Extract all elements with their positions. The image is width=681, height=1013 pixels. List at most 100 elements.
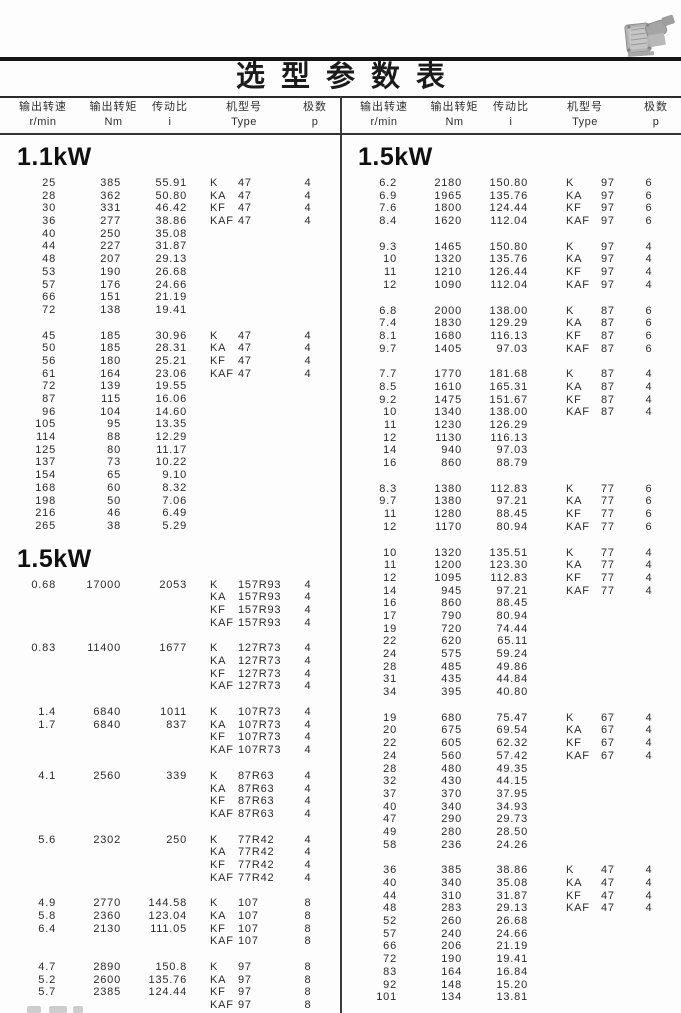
table-row: 11 1200 123.30 KA 77 4 xyxy=(341,559,681,572)
cell-type: KAF 77 xyxy=(528,585,635,598)
table-row: 265 38 5.29 xyxy=(0,520,340,533)
type-number: 87R63 xyxy=(238,795,275,808)
cell-ratio: 13.81 xyxy=(496,991,528,1004)
cell-output-speed: 25 xyxy=(42,177,56,189)
type-prefix xyxy=(566,928,601,941)
cell-output-speed: 36 xyxy=(42,215,56,228)
cell-poles xyxy=(635,788,679,801)
type-prefix xyxy=(566,826,601,839)
cell-type xyxy=(528,648,635,661)
cell-type xyxy=(528,928,635,941)
cell-output-speed: 19 xyxy=(383,622,397,635)
cell-output-torque: 560 xyxy=(441,749,462,762)
cell-poles: 4 xyxy=(304,342,312,355)
cell-ratio: 144.58 xyxy=(148,897,187,910)
cell-ratio: 26.68 xyxy=(496,915,528,928)
cell-ratio: 181.68 xyxy=(489,368,528,381)
cell-output-torque xyxy=(56,872,121,885)
type-prefix xyxy=(210,482,238,495)
cell-type: KAF 127R73 xyxy=(187,680,294,693)
table-row: 1.7 6840 837 KA 107R73 4 xyxy=(0,719,340,732)
cell-ratio: 40.80 xyxy=(496,686,528,699)
table-row: 92 148 15.20 xyxy=(341,979,681,992)
cell-poles xyxy=(635,610,679,623)
type-number: 77 xyxy=(601,508,615,521)
cell-output-torque: 2360 xyxy=(93,910,121,922)
type-prefix: KAF xyxy=(566,902,590,915)
type-prefix xyxy=(566,444,601,457)
type-prefix xyxy=(210,495,238,508)
type-prefix xyxy=(566,763,601,776)
cell-type: KF 87R63 xyxy=(187,795,294,808)
column-header-label: 极数 xyxy=(644,101,668,113)
column-header-unit: r/min xyxy=(29,116,57,128)
type-number: 97 xyxy=(601,278,615,291)
type-prefix xyxy=(210,228,238,241)
type-number: 47 xyxy=(238,329,252,342)
cell-ratio: 26.68 xyxy=(155,265,187,278)
cell-ratio: 165.31 xyxy=(489,380,528,393)
cell-poles: 8 xyxy=(304,922,312,935)
cell-ratio: 6.49 xyxy=(162,507,187,520)
cell-ratio: 126.29 xyxy=(489,419,528,431)
cell-output-speed: 11 xyxy=(383,559,397,572)
table-row: 216 46 6.49 xyxy=(0,507,340,520)
cell-output-torque: 180 xyxy=(100,354,121,367)
table-row: 25 385 55.91 K 47 4 xyxy=(0,177,340,190)
cell-type: KAF 87R63 xyxy=(187,808,294,821)
cell-ratio: 138.00 xyxy=(489,304,528,317)
type-number: 97 xyxy=(238,973,252,986)
table-row: 72 138 19.41 xyxy=(0,304,340,317)
cell-output-torque: 362 xyxy=(100,189,121,202)
cell-type: KA 47 xyxy=(187,342,294,355)
cell-output-torque xyxy=(56,744,121,757)
cell-poles: 4 xyxy=(304,769,312,782)
cell-ratio: 30.96 xyxy=(155,329,187,342)
cell-poles: 4 xyxy=(304,680,312,693)
row-group: 36 385 38.86 K 47 4 40 340 35.08 KA 47 4 44 310 31.87 K… xyxy=(341,864,681,1004)
column-header-unit: Type xyxy=(231,116,257,128)
cell-ratio xyxy=(121,604,187,617)
cell-output-torque: 2180 xyxy=(434,177,462,189)
cell-poles xyxy=(635,915,679,928)
cell-output-speed: 125 xyxy=(35,443,56,456)
cell-type: K 77 xyxy=(528,547,635,560)
cell-type: K 87 xyxy=(528,368,635,381)
column-header: 机型号 Type xyxy=(199,100,289,130)
cell-type xyxy=(187,393,294,406)
table-row: 66 206 21.19 xyxy=(341,940,681,953)
cell-type: KAF 87 xyxy=(528,343,635,356)
type-number: 97 xyxy=(601,189,615,202)
cell-output-torque: 1090 xyxy=(434,278,462,291)
cell-output-torque: 1200 xyxy=(434,559,462,572)
type-number: 87 xyxy=(601,393,615,406)
cell-ratio: 250 xyxy=(166,833,187,846)
cell-output-speed: 28 xyxy=(383,660,397,673)
table-row: 61 164 23.06 KAF 47 4 xyxy=(0,368,340,381)
type-number: 127R73 xyxy=(238,642,282,655)
cell-output-speed: 87 xyxy=(42,393,56,405)
cell-type xyxy=(187,418,294,431)
cell-output-speed: 92 xyxy=(383,978,397,991)
type-number: 77 xyxy=(601,495,615,508)
cell-output-speed: 11 xyxy=(383,419,397,431)
cell-poles xyxy=(635,686,679,699)
table-row: KAF 97 8 xyxy=(0,999,340,1012)
type-prefix: KAF xyxy=(210,935,234,948)
cell-output-speed: 9.7 xyxy=(379,495,397,508)
cell-output-torque xyxy=(56,846,121,859)
cell-type: K 107 xyxy=(187,897,294,910)
table-row: 0.83 11400 1677 K 127R73 4 xyxy=(0,642,340,655)
type-number: 97 xyxy=(601,253,615,266)
type-number: 107R73 xyxy=(238,706,282,719)
type-prefix: KAF xyxy=(566,215,590,228)
cell-type: KF 97 xyxy=(528,202,635,215)
cell-ratio: 38.86 xyxy=(496,864,528,877)
cell-ratio: 21.19 xyxy=(155,291,187,304)
cell-poles xyxy=(294,444,338,457)
cell-output-speed: 47 xyxy=(383,813,397,826)
cell-poles xyxy=(635,813,679,826)
cell-type xyxy=(187,406,294,419)
cell-poles: 4 xyxy=(645,406,653,419)
type-prefix xyxy=(210,393,238,406)
